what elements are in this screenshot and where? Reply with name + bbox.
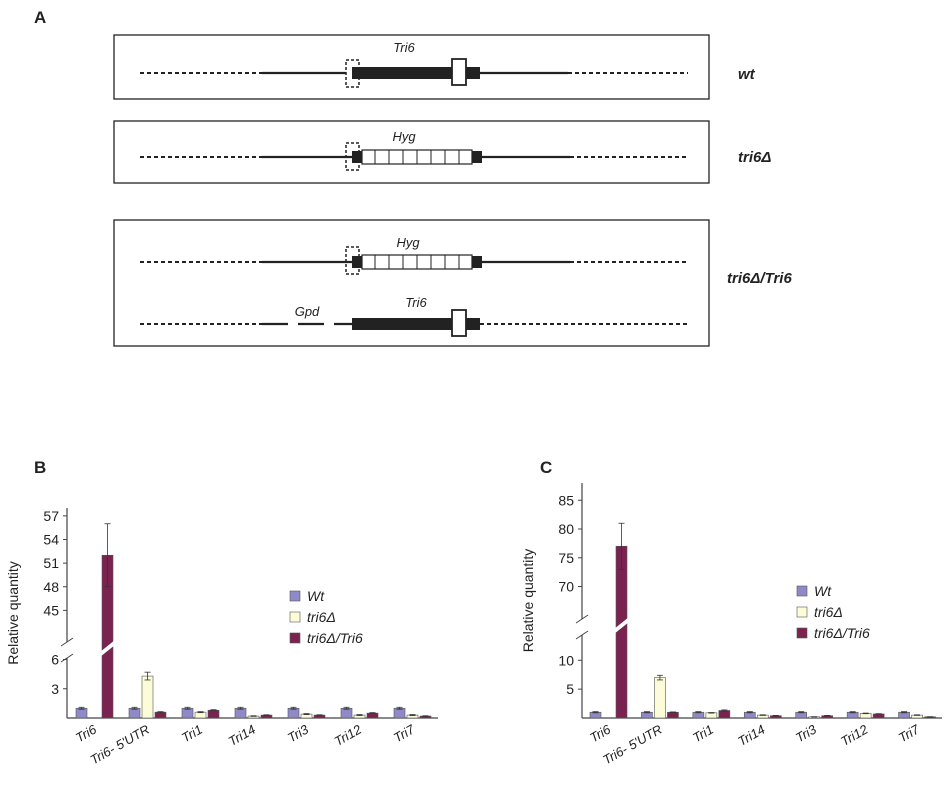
dashed-marker-box	[345, 246, 360, 275]
y-tick-label: 75	[558, 550, 574, 566]
bar	[128, 707, 141, 719]
category-label: Tri6- 5'UTR	[88, 722, 152, 768]
bar	[393, 707, 406, 719]
bar	[181, 707, 194, 719]
category-label: Tri1	[690, 722, 716, 746]
y-tick-label: 54	[43, 532, 59, 548]
construct-tri6-deletion: Hyg tri6Δ	[113, 120, 771, 184]
construct-wt: Tri6 wt	[113, 34, 756, 100]
legend-label: Wt	[307, 588, 325, 604]
tri6-gene-block	[352, 318, 480, 330]
axis-break-mark	[575, 614, 589, 624]
bar-break-mark	[100, 640, 115, 657]
legend-swatch	[289, 611, 301, 623]
y-tick-label: 5	[566, 681, 574, 697]
category-label: Tri1	[179, 722, 205, 746]
construct-box	[113, 34, 710, 100]
category-label: Tri14	[735, 722, 767, 749]
bar	[705, 712, 718, 719]
gene-label-hyg: Hyg	[396, 235, 420, 250]
bar	[340, 707, 353, 719]
y-tick-label: 10	[558, 652, 574, 668]
gene-label-tri6: Tri6	[405, 295, 427, 310]
bar	[859, 713, 872, 719]
legend-swatch	[796, 606, 808, 618]
bar	[667, 711, 679, 719]
gene-stub-left	[352, 151, 362, 163]
category-label: Tri6	[73, 721, 100, 745]
strain-label-complemented: tri6Δ/Tri6	[727, 270, 792, 287]
dashed-marker-box	[345, 142, 360, 171]
bar	[654, 677, 666, 719]
bar	[234, 707, 247, 719]
gene-stub-left	[352, 256, 362, 268]
y-tick-label: 80	[558, 521, 574, 537]
gene-stub-right	[472, 151, 482, 163]
legend-label: tri6Δ/Tri6	[307, 630, 363, 646]
marker-box	[451, 309, 467, 337]
bar	[287, 707, 300, 719]
legend-label: tri6Δ	[307, 609, 336, 625]
axis-break-mark	[60, 653, 74, 663]
category-label: Tri3	[285, 721, 312, 745]
legend-swatch	[796, 585, 808, 597]
strain-label-tri6-deletion: tri6Δ	[738, 149, 771, 166]
bar-break-mark	[614, 617, 629, 634]
construct-box	[113, 120, 710, 184]
category-label: Tri12	[838, 721, 871, 749]
axis-break-mark	[575, 630, 589, 640]
gene-label-gpd: Gpd	[295, 304, 320, 319]
bar	[141, 675, 154, 719]
category-label: Tri12	[332, 721, 365, 749]
y-axis-title: Relative quantity	[5, 561, 21, 665]
legend-swatch	[796, 627, 808, 639]
y-axis-title: Relative quantity	[520, 549, 536, 653]
legend-label: Wt	[814, 583, 832, 599]
category-label: Tri7	[896, 721, 923, 745]
category-label: Tri6- 5'UTR	[600, 722, 664, 768]
y-tick-label: 6	[51, 652, 59, 668]
category-label: Tri14	[226, 722, 258, 749]
panel-b-letter: B	[34, 458, 46, 477]
strain-label-wt: wt	[738, 66, 756, 83]
category-label: Tri7	[391, 721, 418, 745]
category-label: Tri6	[587, 721, 614, 745]
bar	[75, 707, 88, 719]
y-tick-label: 51	[43, 555, 59, 571]
y-tick-label: 45	[43, 602, 59, 618]
panel-a-letter: A	[34, 8, 46, 27]
legend-label: tri6Δ/Tri6	[814, 625, 870, 641]
tri6-gene-start	[352, 67, 359, 79]
gene-label-hyg: Hyg	[392, 129, 416, 144]
bar	[615, 545, 628, 719]
legend-label: tri6Δ	[814, 604, 843, 620]
marker-box	[451, 58, 467, 86]
legend-swatch	[289, 632, 301, 644]
gene-stub-right	[472, 256, 482, 268]
legend-swatch	[289, 590, 301, 602]
y-tick-label: 70	[558, 579, 574, 595]
panel-c-letter: C	[540, 458, 552, 477]
gene-label-tri6: Tri6	[393, 40, 415, 55]
construct-complemented: Hyg Gpd Tri6 tri6Δ/Tri6	[113, 219, 792, 347]
bar	[207, 709, 220, 719]
bar	[718, 710, 731, 719]
tri6-gene-block	[352, 67, 480, 79]
axis-break-mark	[60, 637, 74, 647]
construct-box	[113, 219, 710, 347]
y-tick-label: 3	[51, 681, 59, 697]
y-tick-label: 48	[43, 579, 59, 595]
y-tick-label: 57	[43, 508, 59, 524]
y-tick-label: 85	[558, 492, 574, 508]
category-label: Tri3	[793, 721, 820, 745]
hyg-cassette-dividers	[374, 150, 460, 164]
hyg-cassette-dividers	[374, 255, 460, 269]
